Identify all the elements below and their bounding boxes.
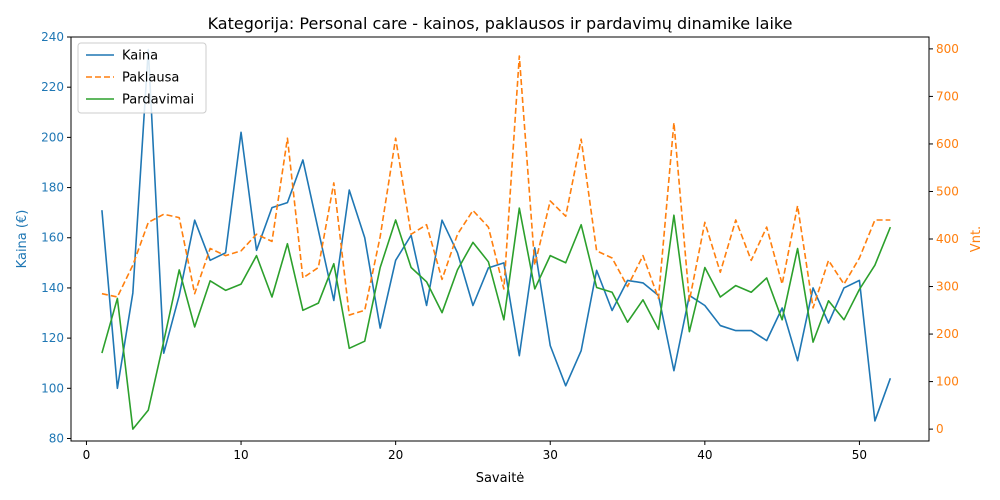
y-left-tick-label-3: 140 [41, 281, 64, 295]
y-right-tick-label-3: 300 [936, 280, 959, 294]
y-right-tick-label-0: 0 [936, 422, 944, 436]
y-right-tick-label-2: 200 [936, 327, 959, 341]
y-left-tick-label-2: 120 [41, 331, 64, 345]
y-right-tick-label-8: 800 [936, 42, 959, 56]
y-right-tick-label-6: 600 [936, 137, 959, 151]
y-left-tick-label-8: 240 [41, 30, 64, 44]
y-left-tick-label-7: 220 [41, 80, 64, 94]
series-line-1 [101, 55, 891, 316]
y-axis-left-label: Kaina (€) [15, 210, 30, 269]
x-tick-label-4: 40 [697, 448, 712, 462]
legend-label-1: Paklausa [122, 71, 179, 86]
x-tick-label-0: 0 [83, 448, 91, 462]
y-left-tick-label-1: 100 [41, 381, 64, 395]
legend-label-0: Kaina [122, 49, 158, 64]
x-tick-label-3: 30 [543, 448, 558, 462]
legend-label-2: Pardavimai [122, 93, 194, 108]
legend-box [77, 42, 207, 114]
y-axis-left: 80 100 120 140 160 180 200 220 240 [41, 30, 71, 445]
y-left-tick-label-0: 80 [49, 431, 64, 445]
x-axis-label: Savaitė [476, 471, 525, 486]
y-right-tick-label-1: 100 [936, 375, 959, 389]
legend: Kaina Paklausa Pardavimai [77, 42, 207, 114]
series-lines [101, 48, 892, 430]
y-axis-right-label: Vnt. [969, 226, 984, 252]
y-right-tick-label-7: 700 [936, 89, 959, 103]
x-tick-label-5: 50 [852, 448, 867, 462]
y-left-tick-label-4: 160 [41, 231, 64, 245]
y-axis-right: 0 100 200 300 400 500 600 700 800 [929, 42, 959, 436]
y-left-tick-label-6: 200 [41, 130, 64, 144]
y-right-tick-label-5: 500 [936, 184, 959, 198]
x-axis: 0 10 20 30 40 50 [83, 441, 867, 462]
x-tick-label-2: 20 [388, 448, 403, 462]
y-left-tick-label-5: 180 [41, 181, 64, 195]
y-right-tick-label-4: 400 [936, 232, 959, 246]
series-line-2 [101, 207, 892, 430]
series-line-0 [101, 48, 892, 422]
x-tick-label-1: 10 [233, 448, 248, 462]
chart-title: Kategorija: Personal care - kainos, pakl… [208, 14, 793, 33]
